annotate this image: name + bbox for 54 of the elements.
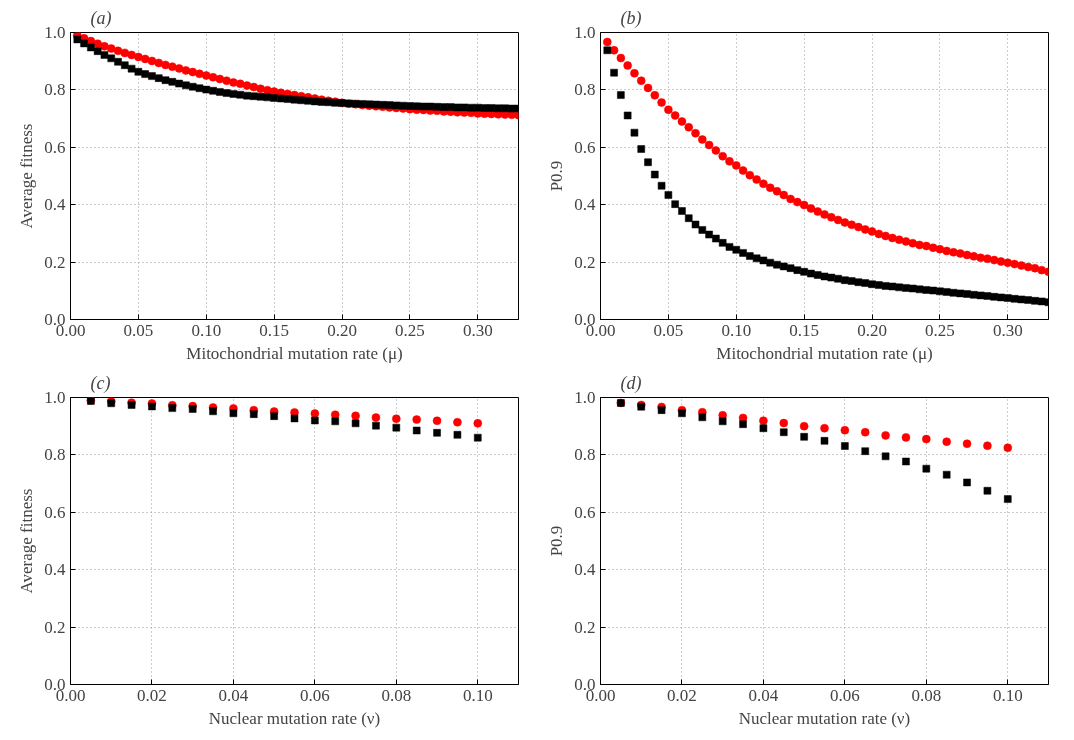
- x-tick-label: 0.10: [721, 320, 752, 340]
- x-tick-label: 0.20: [327, 320, 357, 340]
- x-axis-title: Nuclear mutation rate (ν): [738, 708, 911, 728]
- y-tick-label: 0.8: [44, 80, 66, 100]
- x-tick-label: 0.15: [259, 320, 290, 340]
- x-tick-label: 0.04: [218, 685, 249, 705]
- y-tick-label: 1.0: [574, 23, 596, 42]
- y-tick-label: 0.2: [44, 617, 66, 637]
- x-tick-label: 0.02: [137, 685, 167, 705]
- y-tick-label: 0.6: [574, 137, 596, 157]
- y-tick-label: 0.6: [44, 137, 66, 157]
- x-tick-label: 0.25: [925, 320, 955, 340]
- x-tick-label: 0.10: [191, 320, 222, 340]
- x-tick-label: 0.15: [789, 320, 820, 340]
- x-tick-label: 0.04: [748, 685, 779, 705]
- y-tick-label: 0.6: [44, 502, 66, 522]
- x-tick-label: 0.10: [992, 685, 1023, 705]
- y-tick-label: 0.2: [44, 252, 66, 272]
- y-tick-label: 0.2: [574, 252, 596, 272]
- chart-title: (b): [620, 7, 642, 29]
- x-tick-label: 0.30: [462, 320, 493, 340]
- chart-title: (a): [90, 7, 112, 29]
- x-tick-label: 0.02: [667, 685, 697, 705]
- y-tick-label: 0.4: [574, 560, 596, 580]
- x-axis-title: Mitochondrial mutation rate (μ): [186, 343, 403, 363]
- chart-title: (d): [620, 372, 642, 394]
- y-tick-label: 0.6: [574, 502, 596, 522]
- y-tick-label: 0.4: [44, 560, 66, 580]
- y-tick-label: 0.4: [44, 195, 66, 215]
- x-axis-title: Mitochondrial mutation rate (μ): [716, 343, 933, 363]
- x-tick-label: 0.10: [462, 685, 493, 705]
- y-tick-label: 1.0: [574, 388, 596, 407]
- x-tick-label: 0.08: [911, 685, 942, 705]
- x-tick-label: 0.06: [299, 685, 330, 705]
- x-tick-label: 0.25: [395, 320, 425, 340]
- y-tick-label: 0.8: [44, 445, 66, 465]
- x-tick-label: 0.05: [653, 320, 684, 340]
- x-axis-title: Nuclear mutation rate (ν): [208, 708, 381, 728]
- y-tick-label: 0.2: [574, 617, 596, 637]
- y-tick-label: 0.8: [574, 445, 596, 465]
- y-tick-label: 1.0: [44, 388, 66, 407]
- y-axis-title: P0.9: [547, 160, 567, 192]
- x-tick-label: 0.30: [992, 320, 1023, 340]
- x-tick-label: 0.20: [857, 320, 887, 340]
- x-tick-label: 0.06: [829, 685, 860, 705]
- y-axis-title: P0.9: [547, 525, 567, 557]
- x-tick-label: 0.08: [381, 685, 412, 705]
- y-axis-title: Average fitness: [17, 123, 37, 229]
- chart-title: (c): [90, 372, 111, 394]
- y-tick-label: 0.8: [574, 80, 596, 100]
- y-axis-title: Average fitness: [17, 488, 37, 594]
- y-tick-label: 0.4: [574, 195, 596, 215]
- y-tick-label: 1.0: [44, 23, 66, 42]
- x-tick-label: 0.05: [123, 320, 154, 340]
